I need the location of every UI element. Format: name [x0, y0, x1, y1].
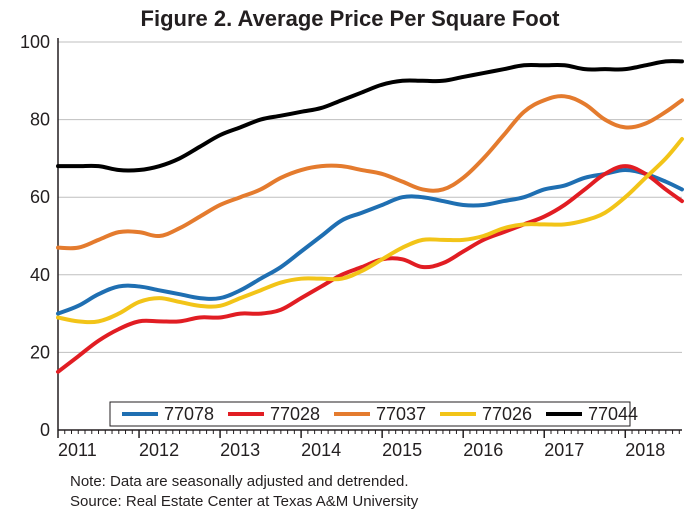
legend-label: 77026	[482, 404, 532, 424]
y-tick-label: 100	[20, 32, 50, 52]
series-77078	[58, 170, 682, 314]
price-chart: 0 20 40 60 80 100 2011 2012 2013 2014 2015 2016 2017…	[0, 0, 700, 526]
x-tick-label: 2015	[382, 440, 422, 460]
x-tick-label: 2013	[220, 440, 260, 460]
y-tick-label: 40	[30, 265, 50, 285]
series-77044	[58, 61, 682, 170]
y-tick-label: 20	[30, 342, 50, 362]
legend-label: 77044	[588, 404, 638, 424]
x-tick-label: 2018	[625, 440, 665, 460]
legend-label: 77037	[376, 404, 426, 424]
series-77037	[58, 96, 682, 248]
legend-label: 77028	[270, 404, 320, 424]
legend-label: 77078	[164, 404, 214, 424]
y-tick-label: 60	[30, 187, 50, 207]
x-tick-label: 2014	[301, 440, 341, 460]
x-tick-label: 2012	[139, 440, 179, 460]
chart-source: Source: Real Estate Center at Texas A&M …	[70, 493, 419, 510]
chart-note: Note: Data are seasonally adjusted and d…	[70, 473, 409, 490]
x-tick-label: 2017	[544, 440, 584, 460]
y-tick-label: 80	[30, 110, 50, 130]
x-tick-label: 2011	[58, 440, 97, 460]
y-tick-label: 0	[40, 420, 50, 440]
x-tick-label: 2016	[463, 440, 503, 460]
